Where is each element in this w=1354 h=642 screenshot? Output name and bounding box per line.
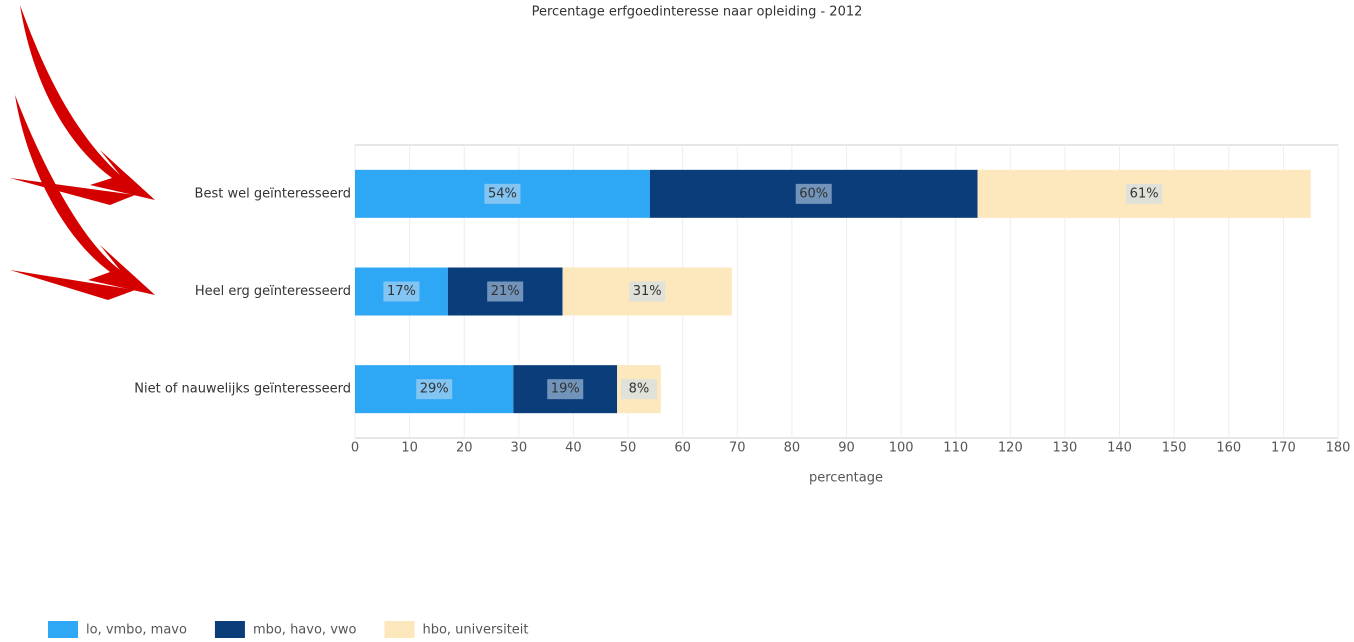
value-label: 29% [420, 382, 449, 397]
y-tick-label: Best wel geïnteresseerd [195, 186, 351, 201]
legend-swatch [48, 621, 78, 638]
legend-swatch [215, 621, 245, 638]
value-label: 54% [488, 186, 517, 201]
value-label: 61% [1130, 186, 1159, 201]
value-label: 21% [491, 284, 520, 299]
value-label: 8% [629, 382, 650, 397]
x-tick-label: 20 [456, 441, 473, 456]
y-tick-label: Niet of nauwelijks geïnteresseerd [134, 382, 351, 397]
x-tick-label: 140 [1107, 441, 1132, 456]
x-tick-label: 40 [565, 441, 582, 456]
legend-label: lo, vmbo, mavo [86, 623, 187, 638]
x-tick-label: 60 [674, 441, 691, 456]
chart-title: Percentage erfgoedinteresse naar opleidi… [532, 5, 863, 20]
x-tick-label: 0 [351, 441, 359, 456]
legend-label: mbo, havo, vwo [253, 623, 357, 638]
y-tick-label: Heel erg geïnteresseerd [195, 284, 351, 299]
value-label: 60% [799, 186, 828, 201]
value-label: 19% [551, 382, 580, 397]
x-tick-label: 150 [1162, 441, 1187, 456]
value-label: 31% [633, 284, 662, 299]
x-tick-label: 120 [998, 441, 1023, 456]
x-tick-label: 130 [1053, 441, 1078, 456]
chart: Percentage erfgoedinteresse naar opleidi… [0, 0, 1354, 638]
x-tick-label: 70 [729, 441, 746, 456]
x-axis-label: percentage [809, 471, 883, 486]
x-tick-label: 50 [620, 441, 637, 456]
x-tick-label: 180 [1326, 441, 1351, 456]
x-tick-label: 80 [784, 441, 801, 456]
x-tick-label: 100 [889, 441, 914, 456]
value-label: 17% [387, 284, 416, 299]
x-tick-label: 90 [838, 441, 855, 456]
x-tick-label: 10 [401, 441, 418, 456]
x-tick-label: 170 [1271, 441, 1296, 456]
x-tick-label: 110 [943, 441, 968, 456]
legend-swatch [384, 621, 414, 638]
decorative-arrows [10, 5, 155, 300]
legend-label: hbo, universiteit [422, 623, 528, 638]
x-tick-label: 160 [1216, 441, 1241, 456]
x-tick-label: 30 [511, 441, 528, 456]
